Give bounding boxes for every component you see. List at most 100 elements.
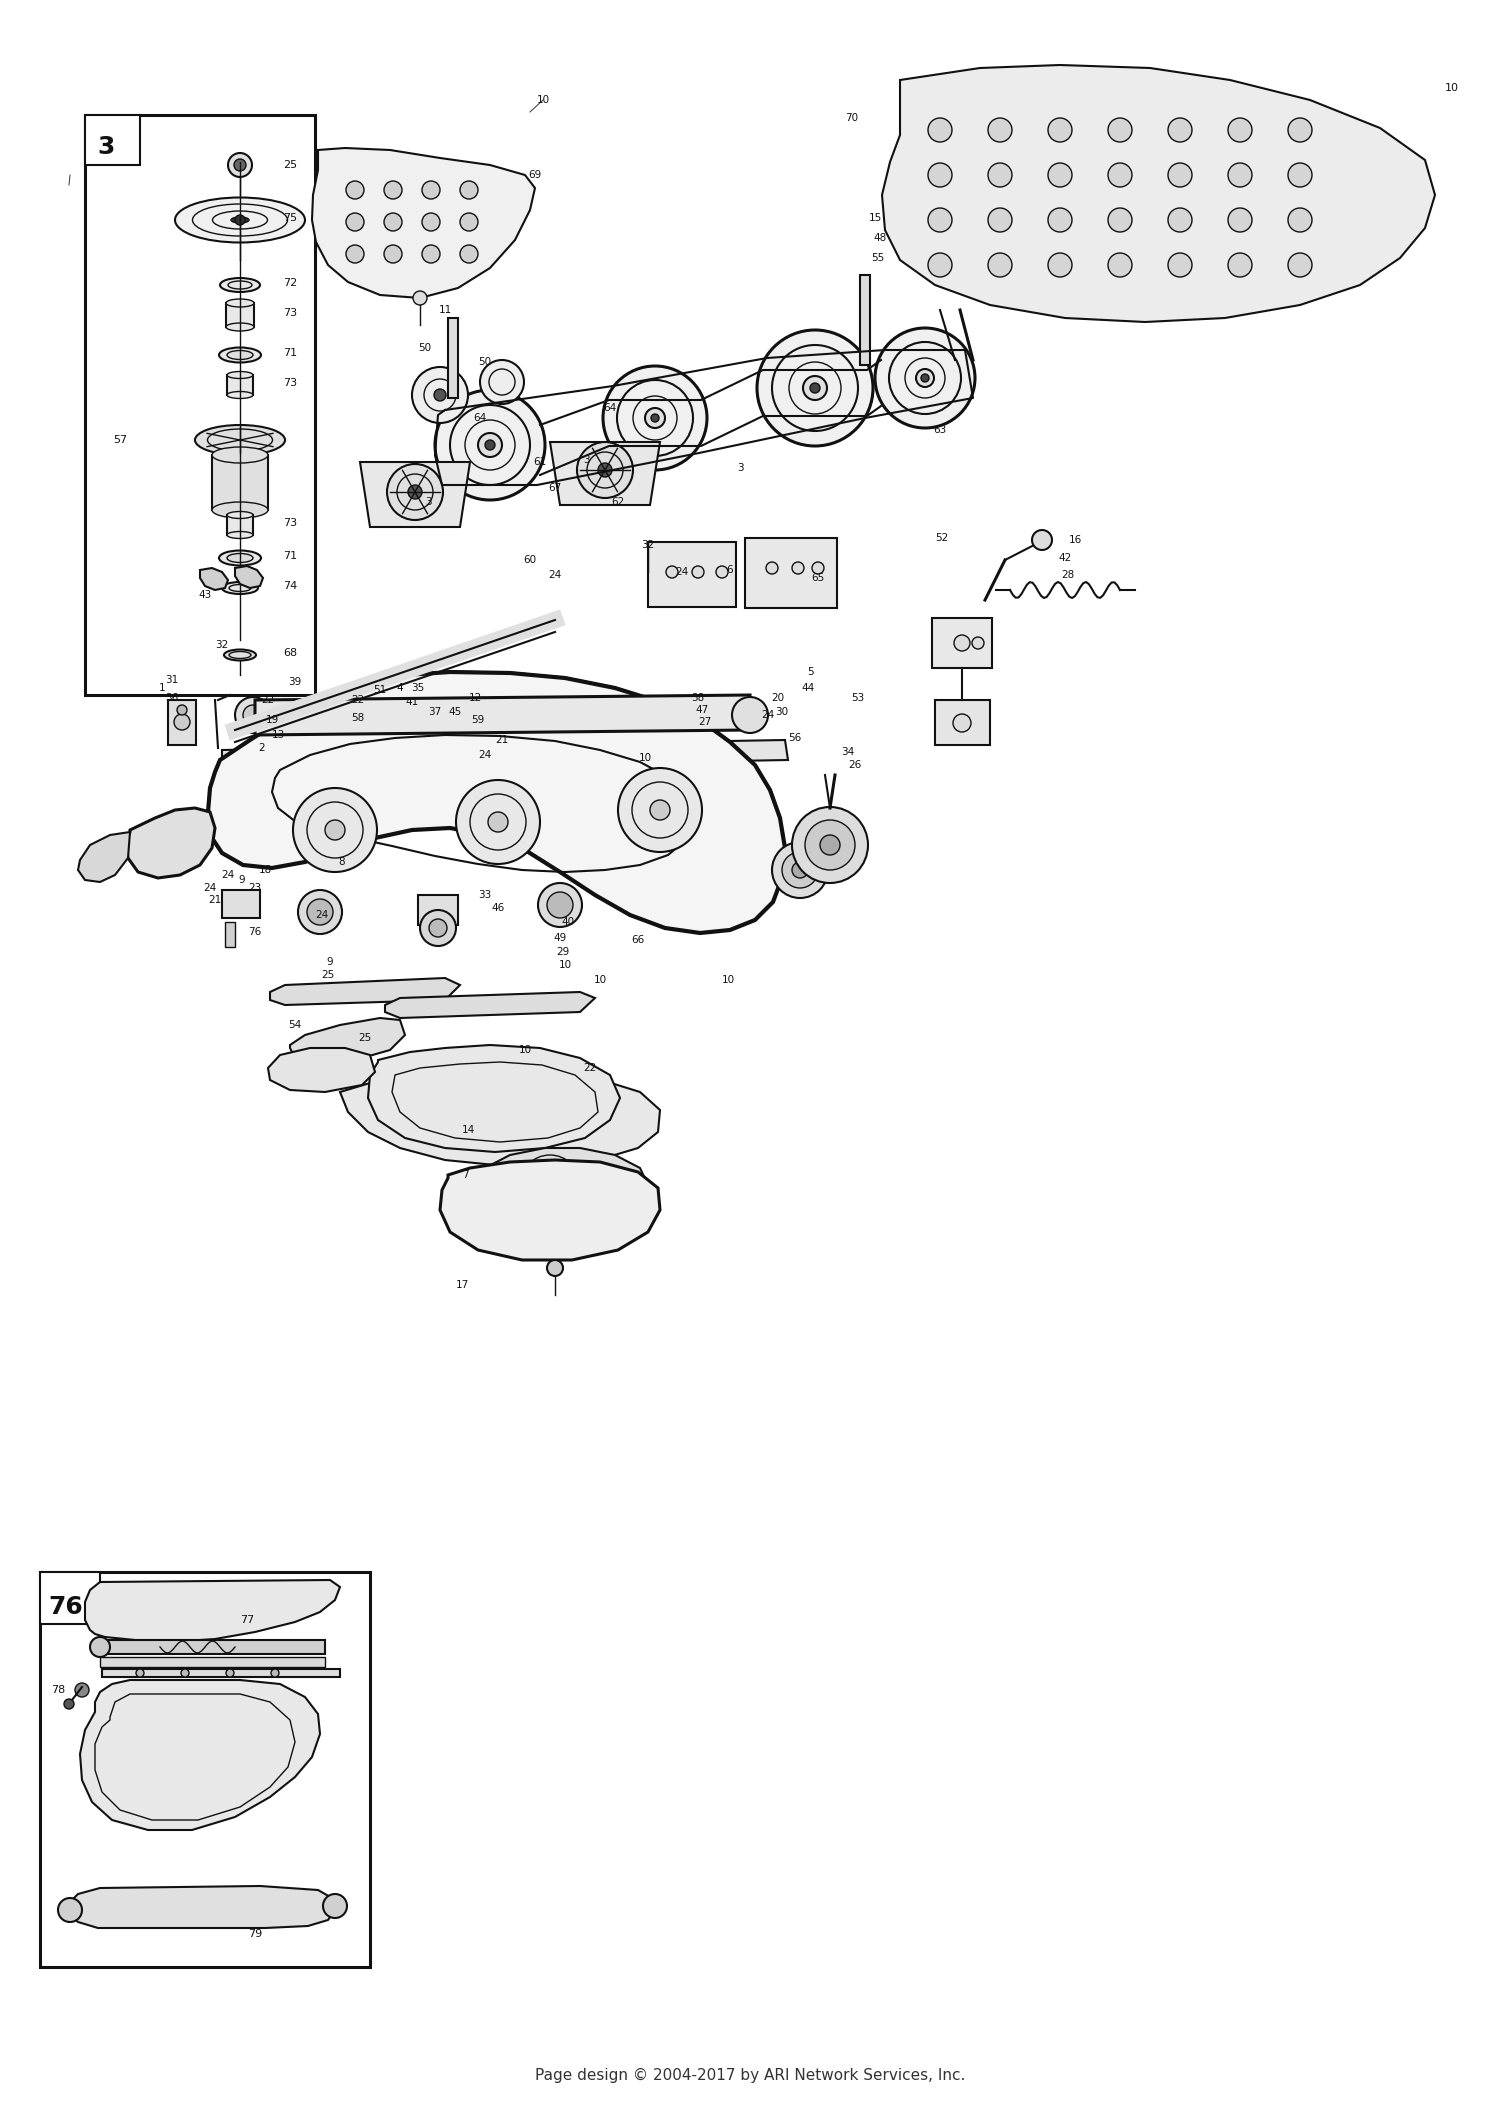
Text: 54: 54 <box>288 1020 302 1030</box>
Circle shape <box>456 780 540 865</box>
Circle shape <box>810 384 820 392</box>
Circle shape <box>538 884 582 926</box>
Circle shape <box>651 413 658 422</box>
Text: 17: 17 <box>456 1280 468 1289</box>
Text: 10: 10 <box>537 95 549 106</box>
Circle shape <box>952 714 970 731</box>
Circle shape <box>420 909 456 946</box>
Circle shape <box>1048 163 1072 187</box>
Ellipse shape <box>226 392 254 399</box>
Text: 44: 44 <box>801 683 814 693</box>
Polygon shape <box>290 1018 405 1064</box>
Circle shape <box>308 899 333 924</box>
Text: 47: 47 <box>696 706 708 714</box>
Circle shape <box>480 360 524 405</box>
Ellipse shape <box>222 583 258 594</box>
Text: 65: 65 <box>812 572 825 583</box>
Text: 55: 55 <box>871 252 885 263</box>
Text: 24: 24 <box>315 909 328 920</box>
Circle shape <box>346 180 364 199</box>
Text: 78: 78 <box>51 1685 64 1696</box>
Circle shape <box>484 441 495 449</box>
Bar <box>226 375 254 394</box>
Circle shape <box>298 890 342 935</box>
Text: 8: 8 <box>339 856 345 867</box>
Text: 50: 50 <box>419 343 432 354</box>
Text: 3: 3 <box>424 496 432 507</box>
Circle shape <box>292 789 376 871</box>
Text: 71: 71 <box>284 551 297 562</box>
Circle shape <box>928 119 952 142</box>
Text: 13: 13 <box>272 729 285 740</box>
Text: 3: 3 <box>98 136 114 159</box>
Text: 34: 34 <box>842 746 855 757</box>
Text: 39: 39 <box>288 676 302 687</box>
Circle shape <box>1288 208 1312 231</box>
Polygon shape <box>312 148 536 299</box>
Text: 5: 5 <box>807 668 813 676</box>
Text: 61: 61 <box>534 458 546 466</box>
Bar <box>40 1573 101 1624</box>
Text: 10: 10 <box>1444 83 1460 93</box>
Text: 49: 49 <box>554 933 567 943</box>
Text: 10: 10 <box>558 960 572 971</box>
Circle shape <box>772 842 828 899</box>
Circle shape <box>1108 119 1132 142</box>
Bar <box>226 303 254 326</box>
Text: 31: 31 <box>165 674 178 685</box>
Text: 77: 77 <box>240 1615 254 1626</box>
Circle shape <box>413 367 468 424</box>
Text: 24: 24 <box>222 869 234 880</box>
Circle shape <box>1108 163 1132 187</box>
Circle shape <box>954 636 970 651</box>
Ellipse shape <box>211 447 268 462</box>
Text: 32: 32 <box>642 541 654 549</box>
Circle shape <box>384 246 402 263</box>
Polygon shape <box>86 1579 340 1643</box>
Circle shape <box>921 373 928 382</box>
Text: 1: 1 <box>159 683 165 693</box>
Polygon shape <box>209 672 784 933</box>
Text: 72: 72 <box>284 278 297 288</box>
Ellipse shape <box>211 502 268 517</box>
Ellipse shape <box>231 216 249 223</box>
Text: 24: 24 <box>762 710 774 721</box>
Circle shape <box>387 464 442 519</box>
Text: 42: 42 <box>1059 553 1071 564</box>
Text: 10: 10 <box>722 975 735 986</box>
Text: 68: 68 <box>284 649 297 657</box>
Circle shape <box>603 367 706 471</box>
Text: 53: 53 <box>852 693 864 704</box>
Ellipse shape <box>226 553 254 562</box>
Text: 37: 37 <box>429 706 441 717</box>
Ellipse shape <box>226 299 254 307</box>
Text: 7: 7 <box>462 1170 468 1181</box>
Circle shape <box>758 331 873 445</box>
Text: 59: 59 <box>471 714 484 725</box>
Text: 19: 19 <box>266 714 279 725</box>
Text: 50: 50 <box>478 356 492 367</box>
Text: 24: 24 <box>478 750 492 759</box>
Polygon shape <box>220 672 780 924</box>
Circle shape <box>538 1172 562 1198</box>
Polygon shape <box>270 977 460 1005</box>
Text: 64: 64 <box>474 413 486 424</box>
Text: 73: 73 <box>284 307 297 318</box>
Circle shape <box>177 706 188 714</box>
Polygon shape <box>68 1887 334 1927</box>
Circle shape <box>1228 252 1252 278</box>
Bar <box>859 276 870 365</box>
Text: 16: 16 <box>1068 534 1082 545</box>
Text: 21: 21 <box>495 736 508 744</box>
Polygon shape <box>200 568 228 589</box>
Circle shape <box>792 863 808 878</box>
Circle shape <box>666 566 678 579</box>
Text: 18: 18 <box>258 865 272 876</box>
Text: 79: 79 <box>248 1929 262 1940</box>
Ellipse shape <box>220 278 260 293</box>
Bar <box>226 515 254 534</box>
Circle shape <box>1168 252 1192 278</box>
Text: 26: 26 <box>849 759 861 770</box>
Circle shape <box>916 369 934 388</box>
Circle shape <box>182 1668 189 1677</box>
